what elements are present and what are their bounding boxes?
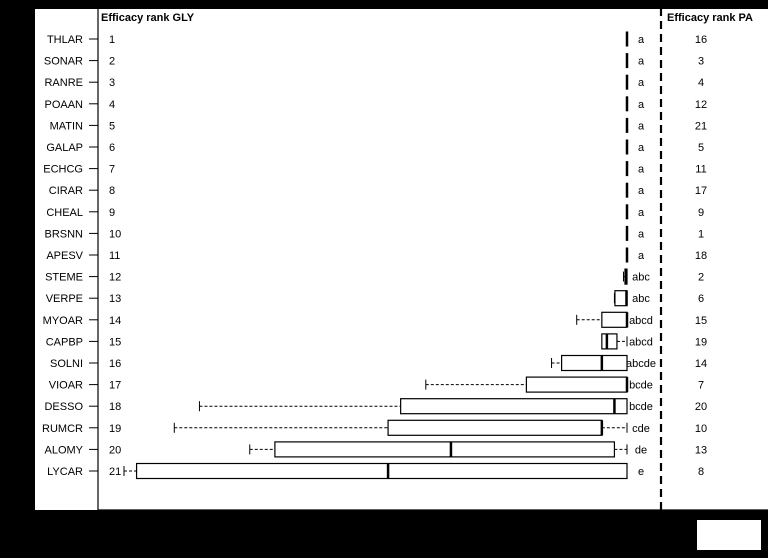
letter-label: cde <box>632 423 650 435</box>
letter-label: a <box>638 56 645 68</box>
box <box>525 376 628 393</box>
rank-pa-label: 18 <box>695 250 707 262</box>
letter-label: bcde <box>629 380 653 392</box>
rank-pa-label: 13 <box>695 444 707 456</box>
letter-label: de <box>635 444 647 456</box>
rank-pa-label: 20 <box>695 401 707 413</box>
letter-label: a <box>638 99 645 111</box>
category-label: RANRE <box>44 77 83 89</box>
letter-label: a <box>638 34 645 46</box>
rank-gly-label: 7 <box>109 164 115 176</box>
letter-label: a <box>638 142 645 154</box>
rank-gly-label: 18 <box>109 401 121 413</box>
rank-pa-label: 14 <box>695 358 707 370</box>
header-left: Efficacy rank GLY <box>101 12 195 24</box>
rank-pa-label: 19 <box>695 336 707 348</box>
box <box>614 290 628 307</box>
header-right: Efficacy rank PA <box>667 12 753 24</box>
letter-label: abc <box>632 293 650 305</box>
category-label: CIRAR <box>49 185 83 197</box>
category-label: CHEAL <box>46 207 83 219</box>
letter-label: abcd <box>629 336 653 348</box>
category-label: SOLNI <box>50 358 83 370</box>
letter-label: abcd <box>629 315 653 327</box>
rank-gly-label: 1 <box>109 34 115 46</box>
rank-pa-label: 9 <box>698 207 704 219</box>
letter-label: a <box>638 207 645 219</box>
x-ticks <box>123 510 729 519</box>
letter-label: abcde <box>626 358 656 370</box>
rank-gly-label: 11 <box>109 250 120 262</box>
rank-gly-label: 9 <box>109 207 115 219</box>
category-label: LYCAR <box>47 466 83 478</box>
rank-gly-label: 5 <box>109 120 115 132</box>
rank-pa-label: 2 <box>698 272 704 284</box>
rank-gly-label: 3 <box>109 77 115 89</box>
box <box>601 333 618 350</box>
letter-label: bcde <box>629 401 653 413</box>
category-label: SONAR <box>44 56 83 68</box>
letter-label: a <box>638 250 645 262</box>
category-label: GALAP <box>46 142 83 154</box>
rank-pa-label: 4 <box>698 77 704 89</box>
rank-pa-label: 11 <box>695 164 706 176</box>
rank-pa-label: 21 <box>695 120 707 132</box>
box <box>561 354 628 372</box>
rank-pa-label: 10 <box>695 423 707 435</box>
rank-gly-label: 21 <box>109 466 121 478</box>
rank-pa-label: 1 <box>698 228 704 240</box>
category-label: ECHCG <box>43 164 83 176</box>
letter-label: a <box>638 164 645 176</box>
corner-box <box>697 520 761 550</box>
category-label: MYOAR <box>43 315 83 327</box>
rank-pa-label: 3 <box>698 56 704 68</box>
letter-label: a <box>638 77 645 89</box>
box <box>274 441 616 458</box>
rank-gly-label: 13 <box>109 293 121 305</box>
rank-pa-label: 6 <box>698 293 704 305</box>
rank-pa-label: 17 <box>695 185 707 197</box>
letter-label: a <box>638 228 645 240</box>
rank-pa-label: 8 <box>698 466 704 478</box>
category-label: VERPE <box>46 293 83 305</box>
rank-pa-label: 12 <box>695 99 707 111</box>
category-label: POAAN <box>44 99 83 111</box>
rank-gly-label: 19 <box>109 423 121 435</box>
rank-gly-label: 8 <box>109 185 115 197</box>
category-label: ALOMY <box>44 444 83 456</box>
rank-gly-label: 2 <box>109 56 115 68</box>
rank-gly-label: 16 <box>109 358 121 370</box>
letter-label: abc <box>632 272 650 284</box>
category-label: MATIN <box>50 120 83 132</box>
rank-gly-label: 15 <box>109 336 121 348</box>
rank-pa-label: 15 <box>695 315 707 327</box>
category-label: VIOAR <box>49 380 83 392</box>
category-label: STEME <box>45 272 83 284</box>
box <box>601 311 628 328</box>
rank-gly-label: 20 <box>109 444 121 456</box>
category-label: APESV <box>46 250 83 262</box>
category-label: DESSO <box>44 401 83 413</box>
category-label: RUMCR <box>42 423 83 435</box>
rank-gly-label: 14 <box>109 315 121 327</box>
box <box>400 398 628 415</box>
letter-label: a <box>638 185 645 197</box>
box <box>387 419 603 436</box>
rank-gly-label: 12 <box>109 272 121 284</box>
category-label: CAPBP <box>46 336 83 348</box>
box <box>135 462 628 480</box>
category-label: THLAR <box>47 34 83 46</box>
rank-pa-label: 5 <box>698 142 704 154</box>
rank-gly-label: 6 <box>109 142 115 154</box>
rank-gly-label: 4 <box>109 99 115 111</box>
rank-gly-label: 17 <box>109 380 121 392</box>
letter-label: a <box>638 120 645 132</box>
category-label: BRSNN <box>44 228 83 240</box>
letter-label: e <box>638 466 644 478</box>
rank-pa-label: 7 <box>698 380 704 392</box>
rank-gly-label: 10 <box>109 228 121 240</box>
rank-pa-label: 16 <box>695 34 707 46</box>
